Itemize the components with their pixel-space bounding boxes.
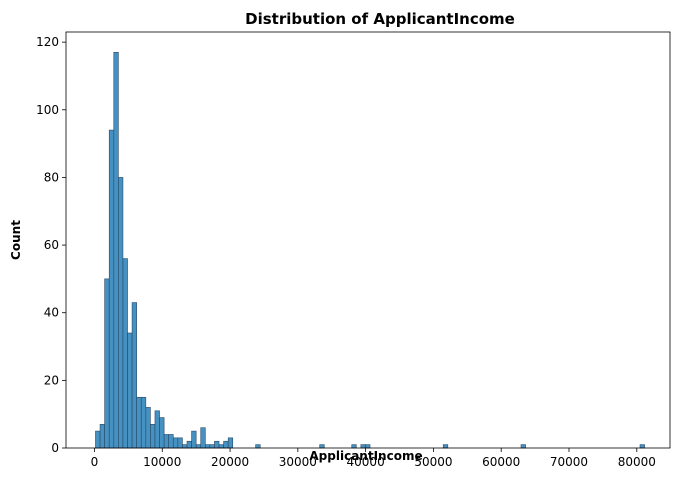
histogram-bar: [131, 302, 137, 449]
y-tick-label: 40: [44, 306, 59, 320]
histogram-bar: [214, 440, 220, 449]
x-tick-label: 20000: [211, 455, 249, 469]
x-tick-label: 10000: [143, 455, 181, 469]
histogram-bars: [95, 51, 645, 449]
y-tick-label: 20: [44, 373, 59, 387]
histogram-bar: [140, 396, 147, 449]
histogram-bar: [351, 444, 357, 449]
histogram-bar: [191, 430, 197, 449]
histogram-bar: [520, 444, 526, 449]
y-tick-label: 120: [36, 35, 59, 49]
histogram-bar: [365, 444, 371, 449]
histogram-bar: [118, 177, 124, 449]
histogram-bar: [127, 332, 133, 449]
x-tick-label: 80000: [618, 455, 656, 469]
x-tick-label: 50000: [414, 455, 452, 469]
histogram-bar: [136, 396, 142, 449]
histogram-bar: [205, 444, 211, 449]
histogram-bar: [145, 407, 151, 449]
x-axis: 0 10000 20000 30000 40000 50000 60000 70000 8000…: [91, 448, 656, 469]
histogram-bar: [99, 424, 105, 449]
x-axis-title: ApplicantIncome: [309, 449, 422, 463]
histogram-bar: [108, 129, 115, 449]
histogram-bar: [442, 444, 449, 449]
histogram-bar: [223, 440, 229, 449]
histogram-bar: [200, 427, 206, 449]
histogram-bar: [95, 430, 101, 449]
histogram-bar: [186, 440, 192, 449]
histogram-bar: [177, 437, 183, 449]
histogram-bar: [104, 278, 110, 449]
x-tick-label: 70000: [550, 455, 588, 469]
y-tick-label: 100: [36, 103, 59, 117]
histogram-bar: [172, 437, 179, 449]
histogram-bar: [150, 424, 156, 449]
histogram-bar: [218, 444, 224, 449]
histogram-bar: [227, 437, 234, 449]
chart-title: Distribution of ApplicantIncome: [245, 10, 515, 28]
histogram-bar: [163, 434, 170, 449]
y-tick-label: 80: [44, 170, 59, 184]
y-tick-label: 0: [51, 441, 59, 455]
y-axis: 0 20 40 60 80 100 120: [36, 35, 66, 455]
histogram-bar: [360, 444, 366, 449]
x-tick-label: 60000: [482, 455, 520, 469]
plot-frame: [65, 31, 671, 449]
x-tick-label: 40000: [347, 455, 385, 469]
y-axis-title: Count: [9, 220, 23, 260]
histogram-bar: [182, 444, 188, 449]
histogram-bar: [639, 444, 645, 449]
x-tick-label: 30000: [279, 455, 317, 469]
y-tick-label: 60: [44, 238, 59, 252]
x-tick-label: 0: [91, 455, 99, 469]
histogram-bar: [168, 434, 174, 449]
histogram-bar: [319, 444, 325, 449]
histogram-bar: [255, 444, 261, 449]
histogram-bar: [122, 258, 128, 449]
histogram-bar: [159, 417, 165, 449]
histogram-bar: [113, 51, 119, 449]
histogram-bar: [195, 444, 202, 449]
histogram-bar: [154, 410, 160, 449]
histogram-bar: [209, 444, 215, 449]
